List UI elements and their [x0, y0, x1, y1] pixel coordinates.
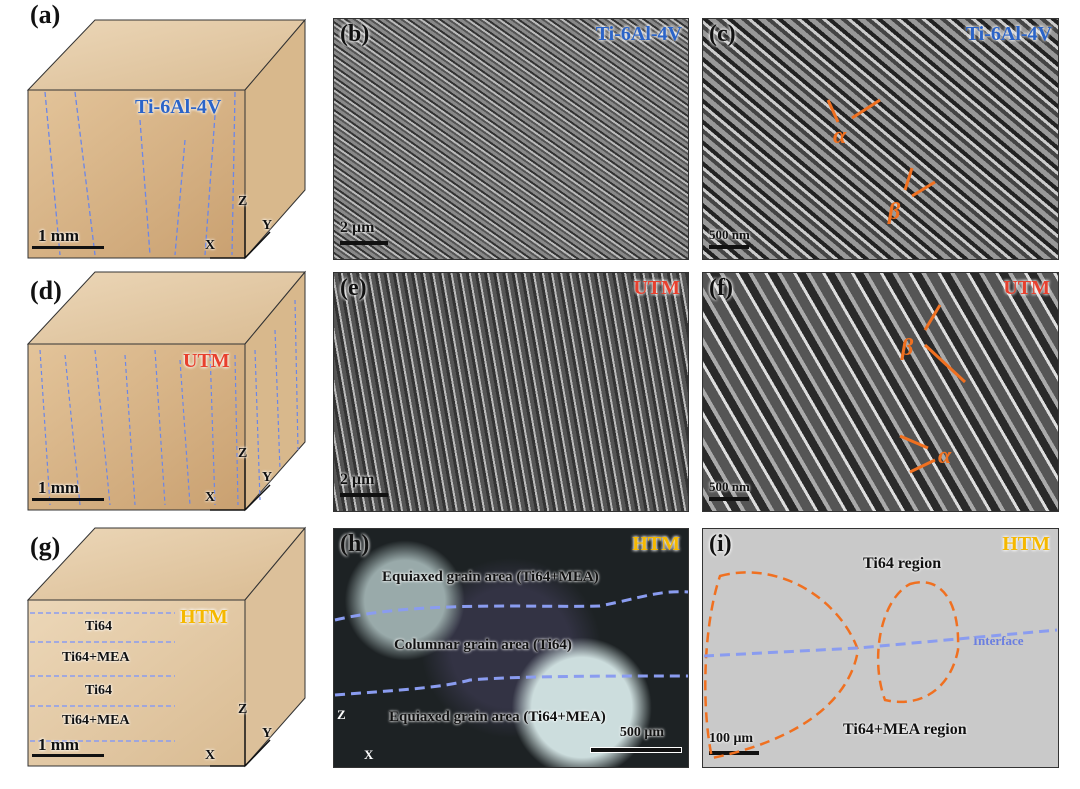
axis-y-g: Y	[262, 726, 273, 741]
axis-triads	[210, 205, 271, 767]
panel-label-c: (c)	[709, 21, 736, 47]
axis-z-a: Z	[238, 194, 248, 209]
scale-bar-e	[340, 493, 388, 497]
micrograph-e: (e) UTM 2 μm	[333, 272, 689, 512]
cube-d	[26, 270, 307, 512]
phase-beta-c: β	[888, 199, 901, 225]
panel-label-h: (h)	[340, 531, 370, 557]
panel-label-a: (a)	[30, 0, 61, 29]
scale-bar-i	[709, 751, 759, 755]
cube-a	[26, 18, 307, 260]
scale-label-c: 500 nm	[709, 227, 750, 242]
region-label-h3: Equiaxed grain area (Ti64+MEA)	[389, 709, 606, 725]
scale-bar-c	[709, 245, 749, 249]
material-label-a: Ti-6Al-4V	[135, 96, 222, 118]
scale-label-h: 500 μm	[619, 725, 664, 740]
scale-bars-cubes	[32, 246, 104, 757]
micrograph-f: (f) UTM β α 500 nm	[702, 272, 1059, 512]
axis-x-h: X	[364, 747, 374, 762]
panel-label-f: (f)	[709, 275, 733, 301]
micrograph-b: (b) Ti-6Al-4V 2 μm	[333, 18, 689, 260]
layer-2: Ti64+MEA	[62, 650, 130, 665]
scale-label-b: 2 μm	[340, 219, 375, 236]
scale-label-i: 100 μm	[709, 731, 754, 746]
material-label-h: HTM	[632, 533, 680, 555]
scale-label-f: 500 nm	[709, 479, 750, 494]
panel-label-i: (i)	[709, 531, 732, 557]
material-label-i: HTM	[1002, 533, 1050, 555]
scale-label-d: 1 mm	[38, 478, 80, 497]
region-label-h2: Columnar grain area (Ti64)	[394, 637, 572, 653]
scale-bar-f	[709, 497, 749, 501]
scale-label-e: 2 μm	[340, 471, 375, 488]
region-label-i1: Ti64 region	[863, 555, 942, 572]
phase-alpha-c: α	[833, 123, 847, 149]
region-label-h1: Equiaxed grain area (Ti64+MEA)	[382, 569, 599, 585]
material-label-b: Ti-6Al-4V	[595, 23, 682, 45]
layer-3: Ti64	[85, 683, 112, 698]
axis-y-d: Y	[262, 470, 273, 485]
scale-label-g: 1 mm	[38, 735, 80, 754]
axis-y-a: Y	[262, 218, 273, 233]
panel-label-e: (e)	[340, 275, 367, 301]
axis-z-d: Z	[238, 446, 248, 461]
region-label-i2: Ti64+MEA region	[843, 721, 967, 738]
layer-4: Ti64+MEA	[62, 713, 130, 728]
panel-label-g: (g)	[30, 532, 61, 561]
scale-bar-b	[340, 241, 388, 245]
micrograph-h: (h) HTM Equiaxed grain area (Ti64+MEA) C…	[333, 528, 689, 768]
micrograph-i: (i) HTM Ti64 region Interface Ti64+MEA r…	[702, 528, 1059, 768]
axis-z-g: Z	[238, 702, 248, 717]
scale-label-a: 1 mm	[38, 226, 80, 245]
axis-x-d: X	[205, 490, 216, 505]
material-label-c: Ti-6Al-4V	[965, 23, 1052, 45]
panel-label-b: (b)	[340, 21, 370, 47]
material-label-d: UTM	[183, 350, 230, 372]
cube-diagrams	[26, 18, 307, 768]
phase-beta-f: β	[901, 335, 914, 361]
axis-x-a: X	[205, 238, 216, 253]
phase-alpha-f: α	[938, 443, 952, 469]
axis-x-g: X	[205, 748, 216, 763]
cube-g	[26, 526, 307, 768]
scale-bar-h	[590, 747, 682, 753]
layer-1: Ti64	[85, 619, 112, 634]
panel-label-d: (d)	[30, 276, 62, 305]
micrograph-c: (c) Ti-6Al-4V α β 500 nm	[702, 18, 1059, 260]
material-label-e: UTM	[633, 277, 680, 299]
material-label-g: HTM	[180, 606, 228, 628]
interface-label-i: Interface	[973, 633, 1024, 648]
axis-z-h: Z	[337, 707, 346, 722]
material-label-f: UTM	[1003, 277, 1050, 299]
